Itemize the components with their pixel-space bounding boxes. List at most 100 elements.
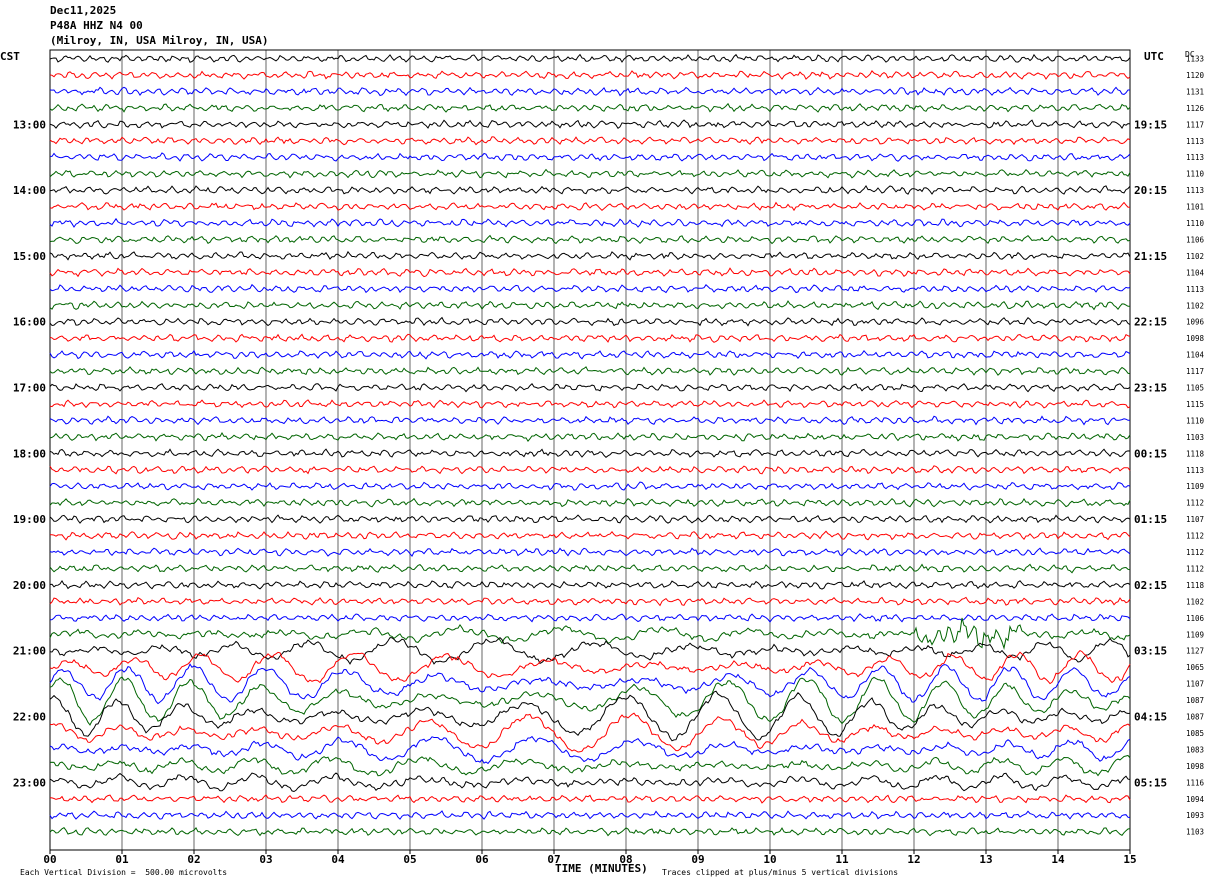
dc-offset-label: 1112 [1186,564,1204,573]
left-time-label: 18:00 [13,447,46,460]
dc-offset-label: 1113 [1186,153,1204,162]
x-tick-label: 11 [835,853,849,866]
seismic-trace [49,168,1131,179]
dc-offset-label: 1093 [1186,811,1204,820]
x-tick-label: 14 [1051,853,1065,866]
right-time-label: 23:15 [1134,382,1167,395]
seismic-trace [49,415,1130,426]
seismic-trace [49,617,1131,650]
dc-offset-label: 1117 [1186,367,1204,376]
left-time-label: 13:00 [13,118,46,131]
seismic-trace [49,772,1131,793]
seismic-trace [49,283,1131,294]
seismic-trace [49,563,1131,574]
dc-offset-label: 1106 [1186,614,1205,623]
seismic-trace [49,86,1130,97]
seismic-trace [49,465,1131,475]
seismic-trace [49,234,1131,245]
dc-offset-label: 1103 [1186,433,1204,442]
seismic-trace [49,676,1131,726]
x-tick-label: 09 [691,853,704,866]
seismic-trace [49,102,1131,113]
seismic-trace [49,663,1131,705]
seismic-trace [49,184,1131,195]
left-time-label: 14:00 [13,184,46,197]
seismic-trace [49,70,1131,80]
vertical-scale-note: Each Vertical Division = 500.00 microvol… [20,868,228,877]
seismic-trace [49,712,1131,753]
x-tick-label: 15 [1123,853,1136,866]
x-tick-label: 02 [187,853,200,866]
right-time-label: 22:15 [1134,316,1167,329]
seismic-trace [49,810,1131,820]
seismic-trace [49,794,1131,804]
dc-offset-label: 1131 [1186,87,1204,96]
dc-offset-label: 1094 [1186,795,1205,804]
dc-offset-label: 1106 [1186,235,1205,244]
seismic-trace [49,432,1131,442]
seismic-trace [49,53,1131,63]
seismic-trace [49,333,1131,343]
seismic-trace [49,349,1131,360]
right-time-label: 21:15 [1134,250,1167,263]
left-time-label: 16:00 [13,316,46,329]
x-tick-label: 08 [619,853,632,866]
dc-offset-label: 1102 [1186,597,1204,606]
dc-offset-label: 1113 [1186,466,1204,475]
seismic-trace [49,448,1131,458]
dc-offset-label: 1126 [1186,104,1205,113]
x-tick-label: 01 [115,853,129,866]
dc-offset-label: 1098 [1186,334,1205,343]
seismic-trace [49,217,1131,228]
seismic-trace [49,399,1131,409]
seismic-trace [49,514,1131,524]
clip-note: Traces clipped at plus/minus 5 vertical … [662,868,899,877]
dc-offset-label: 1104 [1186,268,1205,277]
dc-offset-label: 1087 [1186,696,1204,705]
seismic-trace [49,754,1131,777]
x-tick-label: 03 [259,853,272,866]
right-axis-title: UTC [1144,50,1164,63]
dc-offset-label: 1083 [1186,745,1204,754]
dc-offset-label: 1107 [1186,680,1204,689]
left-time-label: 20:00 [13,579,46,592]
seismic-trace [49,497,1131,508]
dc-offset-label: 1113 [1186,285,1204,294]
seismic-trace [49,250,1131,261]
dc-offset-label: 1117 [1186,120,1204,129]
seismic-trace [49,481,1131,491]
seismic-trace [49,316,1131,327]
seismic-trace [49,300,1130,311]
dc-offset-label: 1113 [1186,137,1204,146]
seismic-trace [49,613,1131,623]
dc-offset-label: 1113 [1186,186,1204,195]
x-tick-label: 00 [43,853,56,866]
left-axis-title: CST [0,50,20,63]
x-tick-label: 13 [979,853,992,866]
left-time-label: 19:00 [13,513,46,526]
right-time-label: 19:15 [1134,118,1167,131]
right-time-label: 04:15 [1134,711,1167,724]
dc-offset-label: 1105 [1186,384,1204,393]
dc-offset-label: 1112 [1186,532,1204,541]
header-location: (Milroy, IN, USA Milroy, IN, USA) [50,34,269,47]
left-time-label: 23:00 [13,776,46,789]
right-time-label: 20:15 [1134,184,1167,197]
x-tick-label: 10 [763,853,776,866]
dc-offset-label: 1087 [1186,713,1204,722]
dc-offset-label: 1112 [1186,499,1204,508]
dc-offset-label: 1110 [1186,170,1205,179]
seismic-trace [49,383,1131,393]
right-time-label: 01:15 [1134,513,1167,526]
dc-offset-label: 1096 [1186,318,1205,327]
right-time-label: 00:15 [1134,447,1167,460]
seismic-trace [49,827,1131,837]
dc-offset-label: 1104 [1186,351,1205,360]
seismic-trace [49,735,1131,765]
seismic-trace [50,152,1131,162]
left-time-label: 15:00 [13,250,46,263]
right-time-label: 03:15 [1134,645,1167,658]
dc-offset-label: 1127 [1186,647,1204,656]
dc-offset-label: 1115 [1186,400,1204,409]
